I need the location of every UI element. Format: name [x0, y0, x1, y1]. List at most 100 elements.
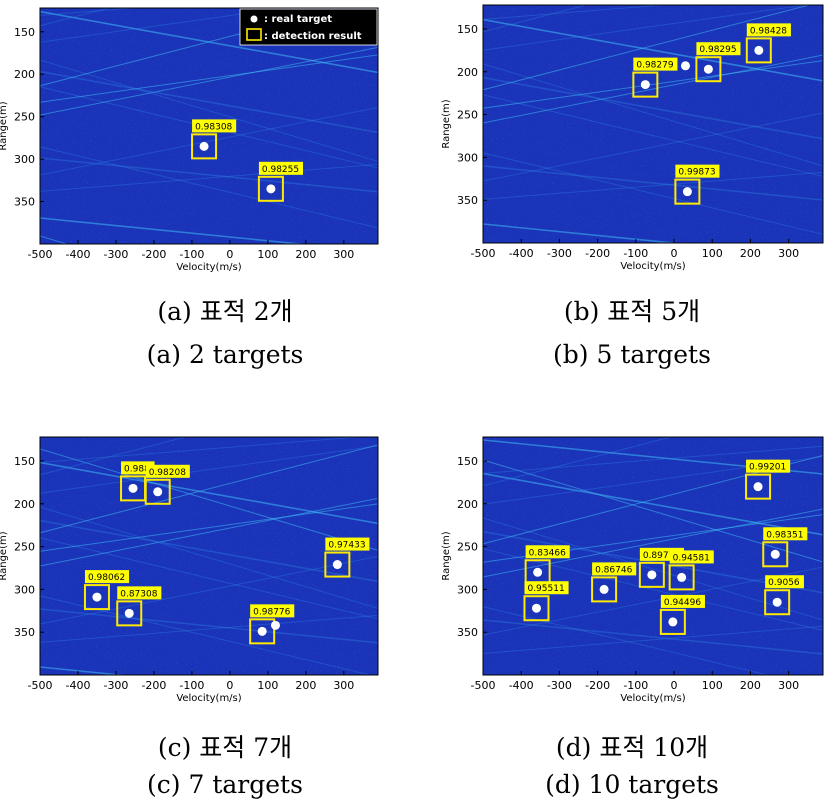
detection-box [659, 608, 686, 635]
x-tick-label: -200 [585, 247, 610, 260]
score-label: 0.98428 [750, 26, 787, 36]
streak [483, 5, 810, 51]
detection-box [591, 576, 618, 603]
x-tick-label: -300 [547, 679, 572, 692]
score-label-bg [117, 586, 162, 600]
x-tick-label: 300 [333, 679, 354, 692]
detection-box [695, 56, 722, 83]
streak [40, 8, 139, 16]
real-target-point [153, 487, 163, 497]
score-label: 0.83466 [529, 548, 566, 558]
detection-box [324, 551, 351, 578]
panel-d: -500 -400 -300 -200 -100 0 100 200 300 150 200 250 3… [441, 436, 824, 704]
streak [40, 608, 378, 644]
caption-b-english: (b) 5 targets [553, 340, 711, 369]
y-tick-label: 150 [14, 455, 35, 468]
real-target-point [677, 572, 687, 582]
streak [483, 60, 823, 109]
legend-box [239, 8, 378, 46]
detection-box [144, 478, 171, 505]
streak [40, 217, 309, 244]
score-label-bg [633, 57, 678, 71]
y-tick-label: 200 [14, 498, 35, 511]
streak [483, 171, 823, 200]
legend: : real target: detection result [239, 8, 378, 46]
streak [40, 506, 378, 609]
streak [40, 437, 188, 476]
x-tick-label: -100 [179, 679, 204, 692]
streak [40, 503, 378, 552]
caption-a-english: (a) 2 targets [146, 340, 304, 369]
plot-frame [482, 4, 824, 244]
score-label: 0.95511 [527, 584, 564, 594]
x-tick-label: -300 [103, 248, 128, 261]
streak [40, 163, 378, 192]
real-target-point [270, 620, 280, 630]
streak [483, 54, 823, 124]
real-target-point [199, 141, 209, 151]
x-tick-label: 200 [295, 248, 316, 261]
real-target-point [770, 549, 780, 559]
streak [483, 18, 823, 82]
streak [483, 437, 673, 487]
signal-streaks [483, 5, 823, 243]
streak [40, 444, 378, 534]
plot-frame [39, 7, 379, 245]
y-tick-label: 300 [14, 583, 35, 596]
streak [40, 8, 111, 27]
y-tick-label: 250 [14, 541, 35, 554]
plot-frame [482, 436, 824, 676]
x-tick-label: -500 [28, 679, 53, 692]
score-label: 0.97433 [328, 541, 365, 551]
targets: 0.98308 0.98255 [191, 119, 304, 202]
caption-c-korean: (c) 표적 7개 [157, 733, 293, 762]
streak [40, 461, 378, 525]
y-tick-label: 350 [457, 194, 478, 207]
score-label: 0.94581 [673, 553, 710, 563]
streak [483, 165, 823, 201]
score-label: 0.86746 [595, 565, 632, 575]
legend-box-icon [246, 28, 262, 41]
score-label-bg [192, 119, 237, 133]
x-tick-label: 200 [295, 679, 316, 692]
y-axis-label: Range(m) [0, 101, 9, 150]
y-axis-label: Range(m) [0, 531, 9, 580]
x-tick-label: 100 [702, 247, 723, 260]
y-axis-label: Range(m) [441, 99, 452, 148]
streak [40, 445, 378, 494]
detection-box [638, 561, 665, 588]
streak [483, 152, 823, 235]
score-label: 0.98308 [195, 122, 232, 132]
signal-streaks [40, 8, 378, 244]
detection-box [745, 37, 772, 64]
x-tick-label: 0 [671, 247, 678, 260]
y-tick-label: 350 [457, 626, 478, 639]
score-label: 0.98776 [253, 607, 290, 617]
score-label: 0.98295 [699, 45, 736, 55]
streak [40, 519, 378, 583]
score-label-bg [325, 537, 370, 551]
score-label: 0.89776 [643, 551, 680, 561]
caption-d-english: (d) 10 targets [545, 770, 719, 799]
y-tick-label: 250 [14, 111, 35, 124]
real-target-point [257, 626, 267, 636]
x-tick-label: 0 [671, 679, 678, 692]
streak [40, 448, 378, 551]
x-tick-label: -500 [471, 679, 496, 692]
y-tick-label: 200 [457, 66, 478, 79]
x-tick-label: -300 [103, 679, 128, 692]
score-label: 0.87308 [120, 589, 157, 599]
detection-box [249, 618, 276, 645]
score-label: 0.98351 [766, 530, 803, 540]
x-tick-label: 300 [333, 248, 354, 261]
signal-streaks [40, 437, 378, 675]
streak [483, 472, 823, 536]
panel-a: -500 -400 -300 -200 -100 0 100 200 300 150 200 250 3… [0, 7, 379, 273]
streak [40, 537, 378, 620]
score-label-bg [660, 594, 705, 608]
streak [40, 146, 378, 229]
x-tick-label: -100 [623, 679, 648, 692]
caption-a-korean: (a) 표적 2개 [157, 297, 293, 326]
real-target-point [128, 483, 138, 493]
